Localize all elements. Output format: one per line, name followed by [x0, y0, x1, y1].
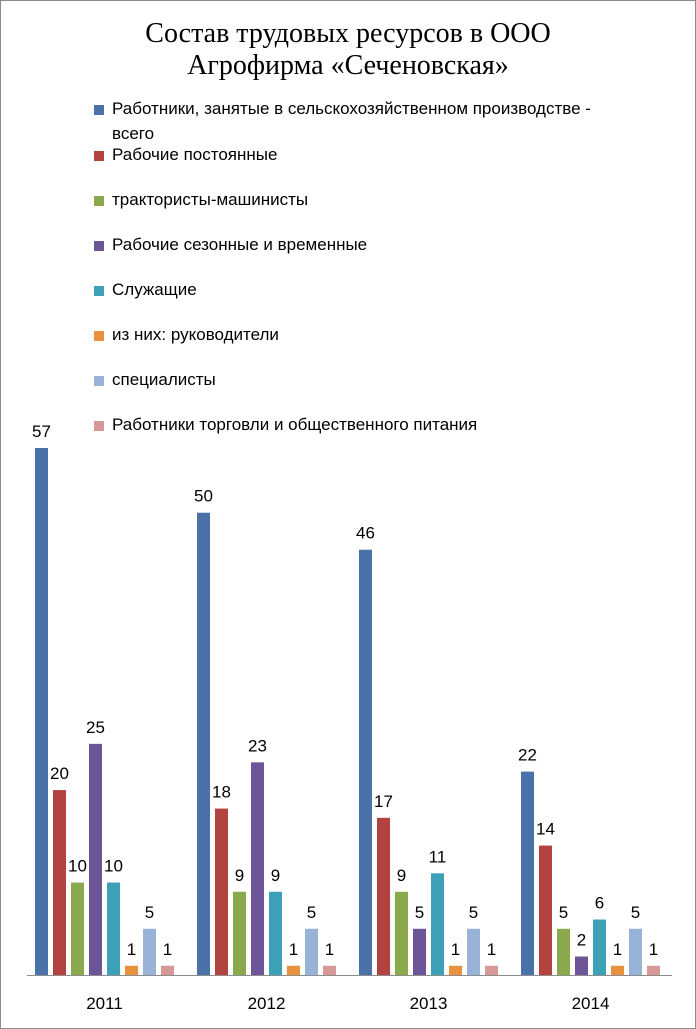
- bar-label-2012-s0: 50: [194, 487, 213, 506]
- legend-label-permanent-workers: Рабочие постоянные: [112, 145, 278, 164]
- bar-label-2012-s2: 9: [235, 866, 244, 885]
- bar-label-2014-s6: 5: [631, 903, 640, 922]
- chart-title-line-2: Агрофирма «Сеченовская»: [187, 50, 509, 81]
- bar-2013-s2: [395, 891, 408, 975]
- bar-label-2013-s2: 9: [397, 866, 406, 885]
- legend-label-specialists: специалисты: [112, 370, 216, 389]
- bar-label-2013-s6: 5: [469, 903, 478, 922]
- bar-label-2011-s6: 5: [145, 903, 154, 922]
- bar-2011-s1: [53, 790, 66, 975]
- bar-label-2013-s4: 11: [429, 847, 447, 866]
- bar-2013-s3: [413, 928, 426, 975]
- legend-label-total-agri: Работники, занятые в сельскохозяйственно…: [112, 99, 591, 143]
- bar-label-2012-s5: 1: [289, 940, 298, 959]
- bar-label-2014-s7: 1: [649, 940, 658, 959]
- bar-label-2012-s6: 5: [307, 903, 316, 922]
- bar-2014-s3: [575, 956, 588, 975]
- bar-2012-s2: [233, 891, 246, 975]
- bar-2011-s2: [71, 882, 84, 975]
- bar-2012-s3: [251, 762, 264, 975]
- bar-2014-s1: [539, 845, 552, 975]
- bar-2011-s5: [125, 965, 138, 975]
- bar-label-2011-s1: 20: [50, 764, 69, 783]
- x-tick-label-2013: 2013: [410, 994, 448, 1013]
- bar-2011-s6: [143, 928, 156, 975]
- bar-label-2014-s0: 22: [518, 746, 537, 765]
- legend-swatch-permanent-workers: [94, 151, 104, 161]
- bar-2013-s1: [377, 817, 390, 975]
- x-tick-label-2012: 2012: [248, 994, 286, 1013]
- bar-label-2011-s0: 57: [32, 422, 51, 441]
- x-tick-label-2011: 2011: [86, 994, 123, 1013]
- bar-2013-s4: [431, 873, 444, 975]
- legend-label-managers: из них: руководители: [112, 325, 279, 344]
- bar-label-2012-s7: 1: [325, 940, 334, 959]
- bar-2014-s7: [647, 965, 660, 975]
- bar-label-2014-s4: 6: [595, 894, 604, 913]
- bar-label-2011-s4: 10: [104, 857, 123, 876]
- legend-swatch-specialists: [94, 376, 104, 386]
- bar-2012-s6: [305, 928, 318, 975]
- bar-label-2013-s7: 1: [487, 940, 496, 959]
- bar-2012-s7: [323, 965, 336, 975]
- bar-2012-s0: [197, 512, 210, 975]
- legend-swatch-tractor-drivers: [94, 196, 104, 206]
- legend-swatch-trade-catering: [94, 421, 104, 431]
- legend-swatch-employees: [94, 286, 104, 296]
- bar-2011-s4: [107, 882, 120, 975]
- legend-swatch-managers: [94, 331, 104, 341]
- bar-label-2014-s1: 14: [536, 820, 555, 839]
- bar-2012-s5: [287, 965, 300, 975]
- chart-title: Состав трудовых ресурсов в ООО Агрофирма…: [0, 18, 696, 82]
- legend-label-seasonal-workers: Рабочие сезонные и временные: [112, 235, 368, 254]
- bar-label-2013-s5: 1: [451, 940, 460, 959]
- legend-label-employees: Служащие: [112, 280, 197, 299]
- bar-2014-s0: [521, 771, 534, 975]
- bar-label-2013-s0: 46: [356, 524, 375, 543]
- bar-2014-s6: [629, 928, 642, 975]
- bar-2012-s4: [269, 891, 282, 975]
- bar-label-2011-s5: 1: [127, 940, 136, 959]
- bar-label-2012-s4: 9: [271, 866, 280, 885]
- bar-label-2011-s7: 1: [163, 940, 172, 959]
- legend-label-tractor-drivers: трактористы-машинисты: [112, 190, 309, 209]
- bar-2013-s7: [485, 965, 498, 975]
- bar-label-2011-s2: 10: [68, 857, 87, 876]
- bar-label-2014-s2: 5: [559, 903, 568, 922]
- bar-label-2014-s5: 1: [613, 940, 622, 959]
- x-tick-label-2014: 2014: [572, 994, 610, 1013]
- bar-label-2012-s1: 18: [212, 783, 231, 802]
- bar-2011-s0: [35, 448, 48, 975]
- bar-2011-s7: [161, 965, 174, 975]
- bar-2013-s6: [467, 928, 480, 975]
- bar-2013-s0: [359, 549, 372, 975]
- legend-label-trade-catering: Работники торговли и общественного питан…: [112, 415, 478, 434]
- bar-2014-s5: [611, 965, 624, 975]
- chart-title-line-1: Состав трудовых ресурсов в ООО: [145, 18, 551, 49]
- bar-label-2013-s1: 17: [374, 792, 393, 811]
- bar-label-2013-s3: 5: [415, 903, 424, 922]
- bar-2012-s1: [215, 808, 228, 975]
- bar-2011-s3: [89, 743, 102, 975]
- bar-2014-s4: [593, 919, 606, 975]
- bar-label-2011-s3: 25: [86, 718, 105, 737]
- bar-2013-s5: [449, 965, 462, 975]
- legend-swatch-seasonal-workers: [94, 241, 104, 251]
- bar-label-2014-s3: 2: [577, 931, 586, 950]
- bar-2014-s2: [557, 928, 570, 975]
- bar-label-2012-s3: 23: [248, 736, 267, 755]
- legend-swatch-total-agri: [94, 105, 104, 115]
